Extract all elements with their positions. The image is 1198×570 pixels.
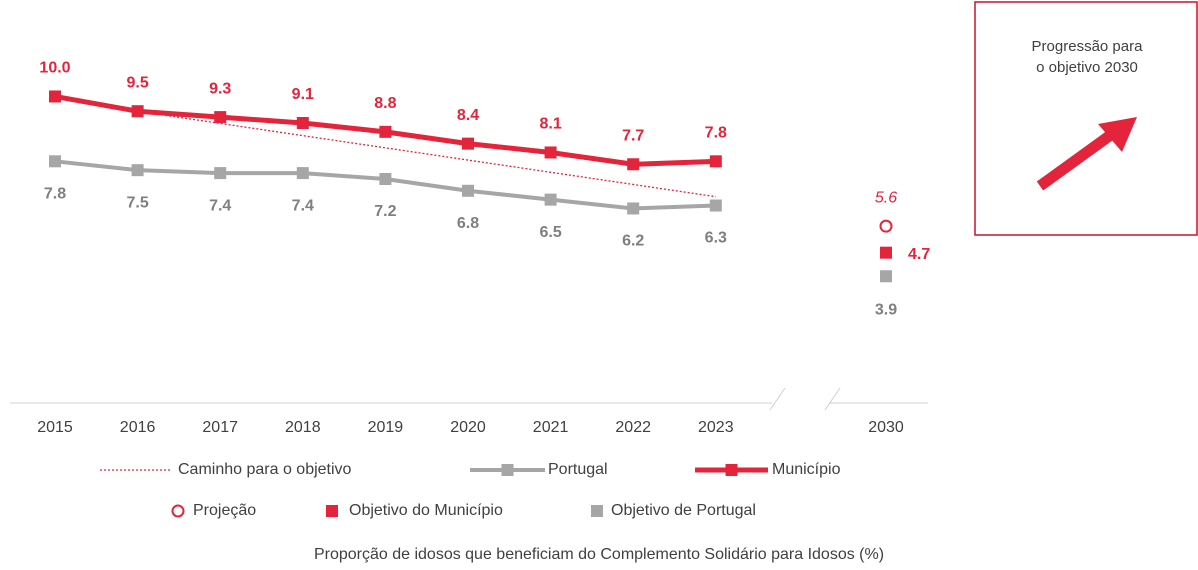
data-label: 8.8 bbox=[374, 95, 396, 112]
data-label: 9.5 bbox=[126, 74, 148, 91]
legend-swatch bbox=[725, 464, 738, 476]
legend-label: Município bbox=[772, 461, 841, 478]
point bbox=[544, 193, 557, 206]
point bbox=[214, 111, 227, 124]
point bbox=[296, 117, 309, 129]
target-marker bbox=[880, 270, 892, 283]
data-label: 7.8 bbox=[705, 125, 727, 142]
legend-swatch bbox=[171, 504, 185, 518]
axis-break bbox=[824, 387, 841, 411]
x-tick-label: 2015 bbox=[37, 419, 73, 436]
data-label: 9.1 bbox=[292, 86, 314, 103]
point bbox=[296, 167, 309, 180]
panel-title: Progressão para bbox=[1032, 38, 1144, 55]
point bbox=[379, 173, 392, 185]
point bbox=[131, 164, 144, 177]
legend-label: Portugal bbox=[548, 461, 608, 478]
x-tick-label: 2020 bbox=[450, 419, 486, 436]
point bbox=[214, 167, 227, 180]
x-tick-label: 2022 bbox=[615, 419, 651, 436]
x-tick-label: 2019 bbox=[368, 419, 404, 436]
axis-break bbox=[769, 387, 786, 411]
x-tick-label: 2030 bbox=[868, 419, 904, 436]
legend-label: Caminho para o objetivo bbox=[178, 461, 352, 478]
x-tick-label: 2016 bbox=[120, 419, 156, 436]
data-label: 5.6 bbox=[875, 189, 897, 206]
point bbox=[49, 90, 61, 103]
point bbox=[709, 199, 722, 212]
legend-label: Objetivo do Município bbox=[349, 502, 503, 519]
point bbox=[131, 105, 144, 118]
point bbox=[709, 155, 722, 168]
data-label: 6.8 bbox=[457, 215, 479, 232]
legend-label: Objetivo de Portugal bbox=[611, 502, 756, 519]
point bbox=[49, 155, 61, 168]
legend-swatch bbox=[591, 505, 603, 517]
progress-panel bbox=[974, 1, 1198, 236]
point bbox=[462, 137, 474, 150]
data-label: 9.3 bbox=[209, 80, 231, 97]
data-label: 7.8 bbox=[44, 186, 66, 203]
x-tick-label: 2021 bbox=[533, 419, 569, 436]
caption: Proporção de idosos que beneficiam do Co… bbox=[314, 546, 884, 563]
panel-title: o objetivo 2030 bbox=[1036, 59, 1138, 76]
legend-label: Projeção bbox=[193, 502, 256, 519]
data-label: 10.0 bbox=[39, 60, 70, 77]
point bbox=[627, 158, 640, 171]
data-label: 7.2 bbox=[374, 203, 396, 220]
x-tick-label: 2018 bbox=[285, 419, 321, 436]
legend-swatch bbox=[501, 464, 514, 476]
point bbox=[627, 202, 640, 215]
data-label: 7.5 bbox=[126, 194, 148, 211]
data-label: 7.4 bbox=[292, 197, 314, 214]
x-tick-label: 2017 bbox=[202, 419, 238, 436]
data-label: 8.1 bbox=[539, 116, 561, 133]
data-label: 6.5 bbox=[539, 224, 561, 241]
target-marker bbox=[880, 246, 892, 259]
point bbox=[379, 125, 392, 138]
progress-arrow-head bbox=[1098, 117, 1137, 152]
data-label: 6.2 bbox=[622, 233, 644, 250]
data-label: 7.4 bbox=[209, 197, 231, 214]
data-label: 7.7 bbox=[622, 127, 644, 144]
legend-swatch bbox=[326, 505, 338, 517]
data-label: 4.7 bbox=[908, 246, 930, 263]
target-path bbox=[137, 110, 716, 198]
x-tick-label: 2023 bbox=[698, 419, 734, 436]
target-marker bbox=[879, 219, 893, 233]
point bbox=[462, 184, 474, 197]
data-label: 6.3 bbox=[705, 230, 727, 247]
progress-arrow bbox=[1036, 129, 1116, 191]
point bbox=[544, 146, 557, 159]
data-label: 3.9 bbox=[875, 301, 897, 318]
data-label: 8.4 bbox=[457, 107, 479, 124]
